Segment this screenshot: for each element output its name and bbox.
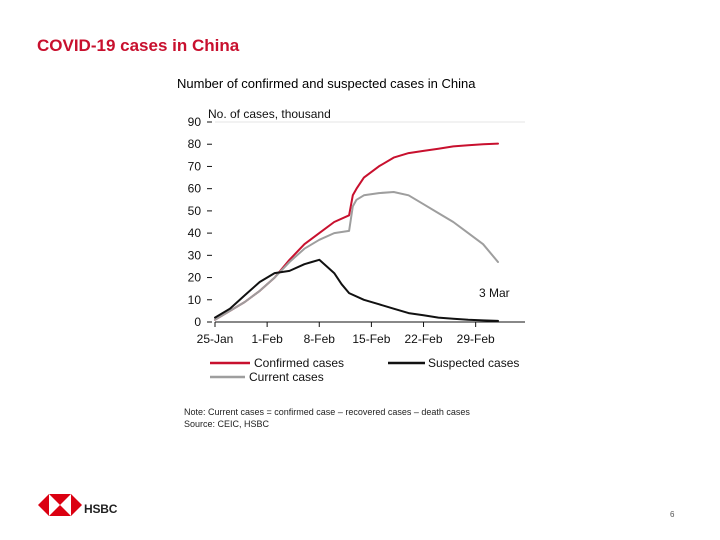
date-annotation: 3 Mar [479, 286, 510, 300]
hsbc-logo [38, 494, 82, 516]
chart-note: Note: Current cases = confirmed case – r… [184, 406, 470, 430]
series-line-current-cases [214, 191, 499, 321]
series-line-suspected-cases [214, 258, 499, 322]
y-tick-label: 70 [188, 159, 202, 173]
axes: 0 10 20 30 40 50 60 70 80 90 25-Jan 1-Feb 8-Feb 15-Fe… [188, 115, 525, 346]
x-tick-label: 29-Feb [457, 332, 495, 346]
y-tick-label: 10 [188, 293, 202, 307]
legend-label-confirmed: Confirmed cases [254, 356, 344, 370]
legend-label-current: Current cases [249, 370, 324, 384]
y-tick-label: 0 [194, 315, 201, 329]
series-lines [214, 142, 499, 322]
x-tick-label: 22-Feb [405, 332, 443, 346]
y-tick-label: 60 [188, 182, 202, 196]
note-text: Note: Current cases = confirmed case – r… [184, 407, 470, 417]
y-axis-label: No. of cases, thousand [208, 107, 331, 121]
chart-title: Number of confirmed and suspected cases … [177, 76, 476, 91]
hsbc-logo-right [71, 494, 82, 516]
brand-name: HSBC [84, 502, 118, 516]
covid-line-chart: No. of cases, thousand 0 10 20 30 40 50 60 70 80… [188, 107, 525, 384]
x-tick-label: 1-Feb [251, 332, 283, 346]
y-tick-label: 40 [188, 226, 202, 240]
y-tick-label: 50 [188, 204, 202, 218]
slide-title: COVID-19 cases in China [37, 36, 240, 55]
x-tick-label: 8-Feb [304, 332, 336, 346]
x-tick-label: 25-Jan [197, 332, 234, 346]
y-tick-label: 30 [188, 248, 202, 262]
page-number: 6 [670, 510, 675, 519]
hsbc-logo-top [49, 494, 71, 505]
y-tick-label: 90 [188, 115, 202, 129]
legend: Confirmed cases Suspected cases Current … [210, 356, 519, 384]
hsbc-logo-bottom [49, 505, 71, 516]
y-tick-label: 80 [188, 137, 202, 151]
hsbc-logo-left [38, 494, 49, 516]
source-text: Source: CEIC, HSBC [184, 419, 270, 429]
x-tick-label: 15-Feb [352, 332, 390, 346]
y-tick-label: 20 [188, 271, 202, 285]
legend-label-suspected: Suspected cases [428, 356, 519, 370]
